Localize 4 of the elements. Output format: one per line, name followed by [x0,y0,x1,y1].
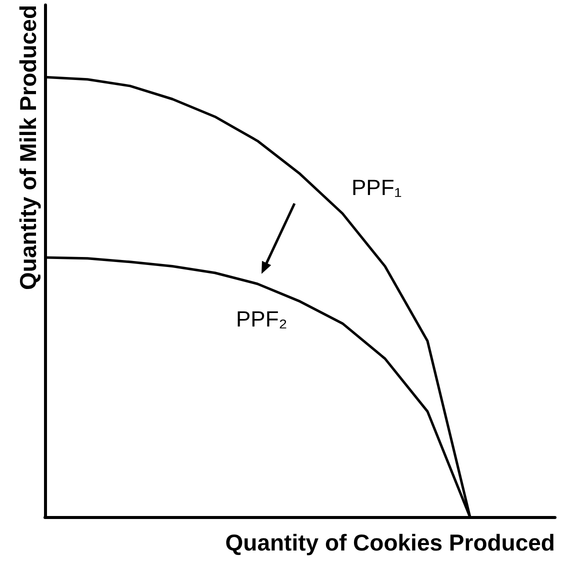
series-label: PPF₂ [236,306,288,332]
x-axis-title: Quantity of Cookies Produced [225,530,555,556]
y-axis-title: Quantity of Milk Produced [15,5,41,290]
series-label: PPF₁ [352,174,402,200]
